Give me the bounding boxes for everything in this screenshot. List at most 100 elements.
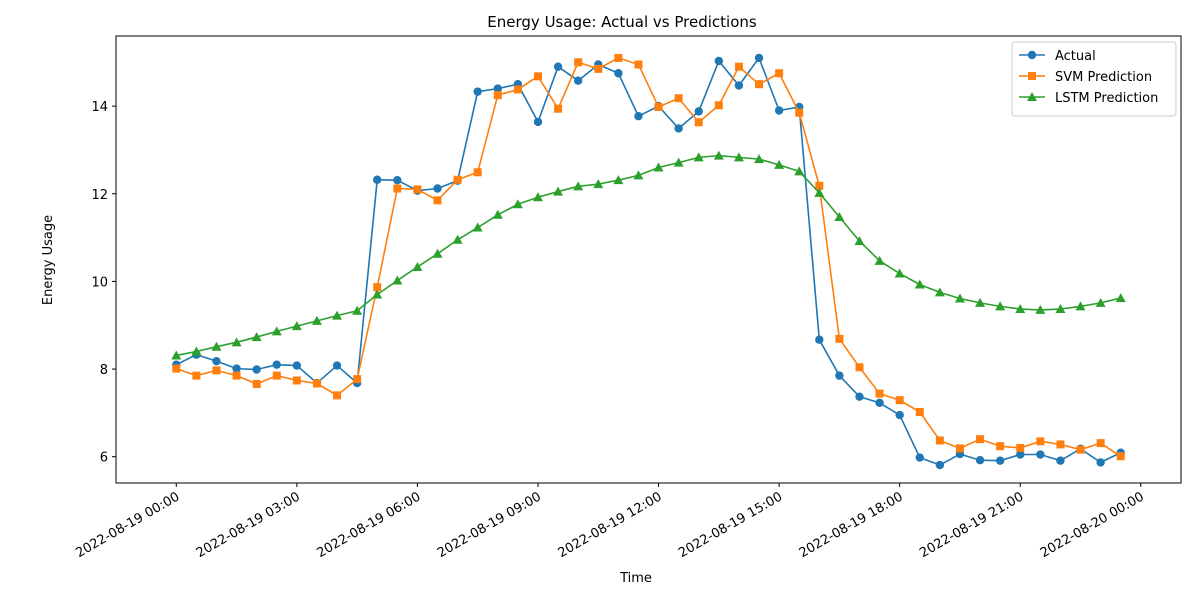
data-point <box>532 192 543 202</box>
data-point <box>594 64 603 73</box>
data-point <box>171 350 182 360</box>
data-point <box>935 436 944 445</box>
series-line <box>176 57 1122 457</box>
data-point <box>774 106 784 115</box>
data-point <box>634 60 643 69</box>
data-point <box>212 366 221 375</box>
data-point <box>292 376 301 385</box>
data-point <box>533 117 543 127</box>
legend-label: Actual <box>1055 49 1096 64</box>
x-tick-label: 2022-08-19 18:00 <box>797 489 906 561</box>
x-tick-label: 2022-08-19 06:00 <box>314 489 423 561</box>
data-point <box>1075 301 1086 311</box>
data-point <box>472 222 483 232</box>
data-point <box>251 332 262 342</box>
data-point <box>975 297 986 307</box>
data-point <box>312 379 321 388</box>
data-point <box>1095 297 1106 307</box>
data-point <box>373 283 382 292</box>
series-line <box>176 154 1121 357</box>
data-point <box>875 398 884 408</box>
data-point <box>373 175 382 184</box>
data-point <box>794 166 805 176</box>
data-point <box>815 335 824 344</box>
data-point <box>1016 450 1025 459</box>
data-point <box>1116 452 1125 461</box>
data-point <box>492 209 503 219</box>
data-point <box>1036 450 1045 459</box>
data-point <box>292 361 302 370</box>
data-point <box>995 301 1006 311</box>
x-tick-label: 2022-08-20 00:00 <box>1038 489 1147 561</box>
data-point <box>252 379 261 388</box>
plot-frame <box>115 35 1182 484</box>
data-point <box>894 268 905 278</box>
data-point <box>272 371 281 380</box>
data-point <box>252 365 261 374</box>
series-line <box>175 56 1122 466</box>
data-point <box>452 234 463 244</box>
data-point <box>574 58 583 67</box>
data-point <box>614 69 623 78</box>
x-tick-label: 2022-08-19 15:00 <box>676 489 785 561</box>
data-point <box>553 62 563 71</box>
x-tick-label: 2022-08-19 03:00 <box>194 489 303 561</box>
data-point <box>413 185 422 194</box>
data-point <box>493 84 502 93</box>
data-point <box>734 81 744 90</box>
data-point <box>914 279 925 289</box>
data-point <box>533 72 542 81</box>
data-point <box>654 102 663 111</box>
data-point <box>211 341 222 351</box>
data-point <box>453 175 462 184</box>
x-tick-label: 2022-08-19 00:00 <box>73 489 182 561</box>
data-point <box>1015 304 1026 314</box>
legend-label: SVM Prediction <box>1055 70 1152 85</box>
data-point <box>674 124 683 133</box>
data-point <box>353 375 362 384</box>
data-point <box>634 111 643 121</box>
data-point <box>433 196 442 205</box>
data-point <box>713 150 724 160</box>
data-point <box>934 287 945 297</box>
data-point <box>231 337 242 347</box>
data-point <box>573 76 583 85</box>
data-point <box>855 363 864 372</box>
legend-marker <box>1027 50 1037 60</box>
y-tick-label: 12 <box>91 188 108 203</box>
data-point <box>1055 304 1066 314</box>
data-point <box>352 305 363 315</box>
data-point <box>714 101 723 110</box>
data-point <box>1036 437 1045 446</box>
data-point <box>372 289 383 299</box>
data-point <box>512 199 523 209</box>
data-point <box>653 162 664 172</box>
data-point <box>332 361 342 370</box>
data-point <box>673 157 684 167</box>
data-point <box>954 293 965 303</box>
x-tick-label: 2022-08-19 21:00 <box>917 489 1026 561</box>
y-axis-label: Energy Usage <box>41 215 56 305</box>
data-point <box>795 108 804 117</box>
data-point <box>212 356 221 366</box>
data-point <box>311 315 322 325</box>
legend-box <box>1011 41 1177 117</box>
series-0 <box>172 53 1125 470</box>
y-tick-label: 10 <box>91 275 108 290</box>
data-point <box>412 261 423 271</box>
data-point <box>614 53 623 62</box>
x-tick-label: 2022-08-19 12:00 <box>556 489 665 561</box>
series-1 <box>172 53 1125 461</box>
data-point <box>1035 304 1046 314</box>
series-2 <box>171 150 1126 360</box>
data-point <box>393 175 402 185</box>
data-point <box>473 168 482 177</box>
legend-marker <box>1027 92 1037 101</box>
data-point <box>775 69 784 78</box>
data-point <box>835 334 844 343</box>
data-point <box>674 94 683 103</box>
data-point <box>733 152 744 162</box>
data-point <box>613 175 624 185</box>
data-point <box>694 107 703 116</box>
data-point <box>935 460 945 470</box>
